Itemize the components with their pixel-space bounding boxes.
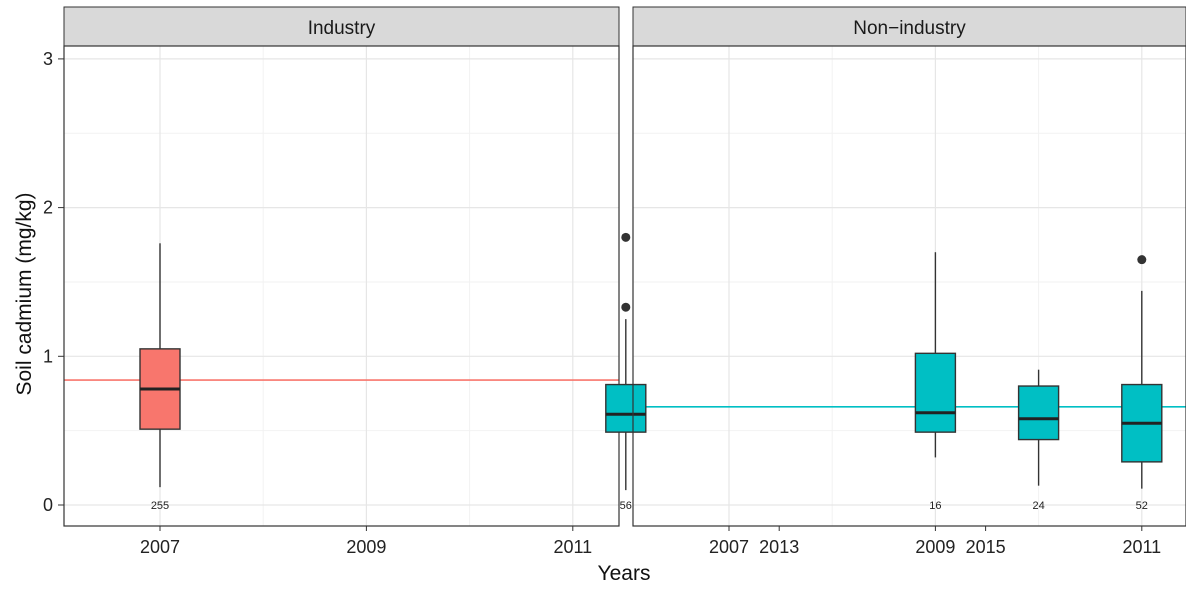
x-tick-label: 2013 <box>759 537 799 557</box>
y-tick-label: 0 <box>43 495 53 515</box>
box-2007: 255 <box>139 243 181 512</box>
sample-count-label: 56 <box>620 500 632 512</box>
x-tick-label: 2011 <box>553 537 592 557</box>
outlier-point <box>1137 255 1147 265</box>
sample-count-label: 24 <box>1032 500 1044 512</box>
x-tick-label: 2007 <box>709 537 749 557</box>
box-2011: 52 <box>1121 255 1163 512</box>
panel-strip <box>632 6 1186 47</box>
x-tick-label: 2015 <box>966 537 1006 557</box>
panel-title: Non−industry <box>853 18 966 39</box>
box-iqr <box>914 352 957 433</box>
panel-background <box>64 46 619 526</box>
box-2009: 16 <box>914 252 957 512</box>
y-tick-label: 2 <box>43 198 53 218</box>
box-2010: 24 <box>1017 369 1060 512</box>
panel-border <box>632 45 1186 527</box>
y-tick-label: 3 <box>43 49 53 69</box>
box-iqr <box>605 383 647 433</box>
y-tick-label: 1 <box>43 346 53 366</box>
sample-count-label: 52 <box>1136 500 1148 512</box>
x-tick-label: 2009 <box>346 537 386 557</box>
panel-background <box>633 46 1186 526</box>
panel-strip <box>63 6 620 47</box>
panel-title: Industry <box>308 18 376 39</box>
sample-count-label: 255 <box>151 500 169 512</box>
y-axis-title: Soil cadmium (mg/kg) <box>13 192 36 395</box>
panel-non-industry: Non−industry5616245229281120072009201120… <box>605 6 1186 557</box>
x-axis-title: Years <box>598 562 651 584</box>
panel-border <box>63 45 620 527</box>
x-tick-label: 2007 <box>140 537 180 557</box>
box-2006: 56 <box>605 232 647 512</box>
sample-count-label: 16 <box>929 500 941 512</box>
outlier-point <box>621 232 631 242</box>
panel-industry: Industry25560343935119200720092011201320… <box>63 6 1007 557</box>
outlier-point <box>621 302 631 312</box>
x-tick-label: 2011 <box>1122 537 1161 557</box>
box-iqr <box>1017 385 1060 441</box>
x-tick-label: 2009 <box>915 537 955 557</box>
